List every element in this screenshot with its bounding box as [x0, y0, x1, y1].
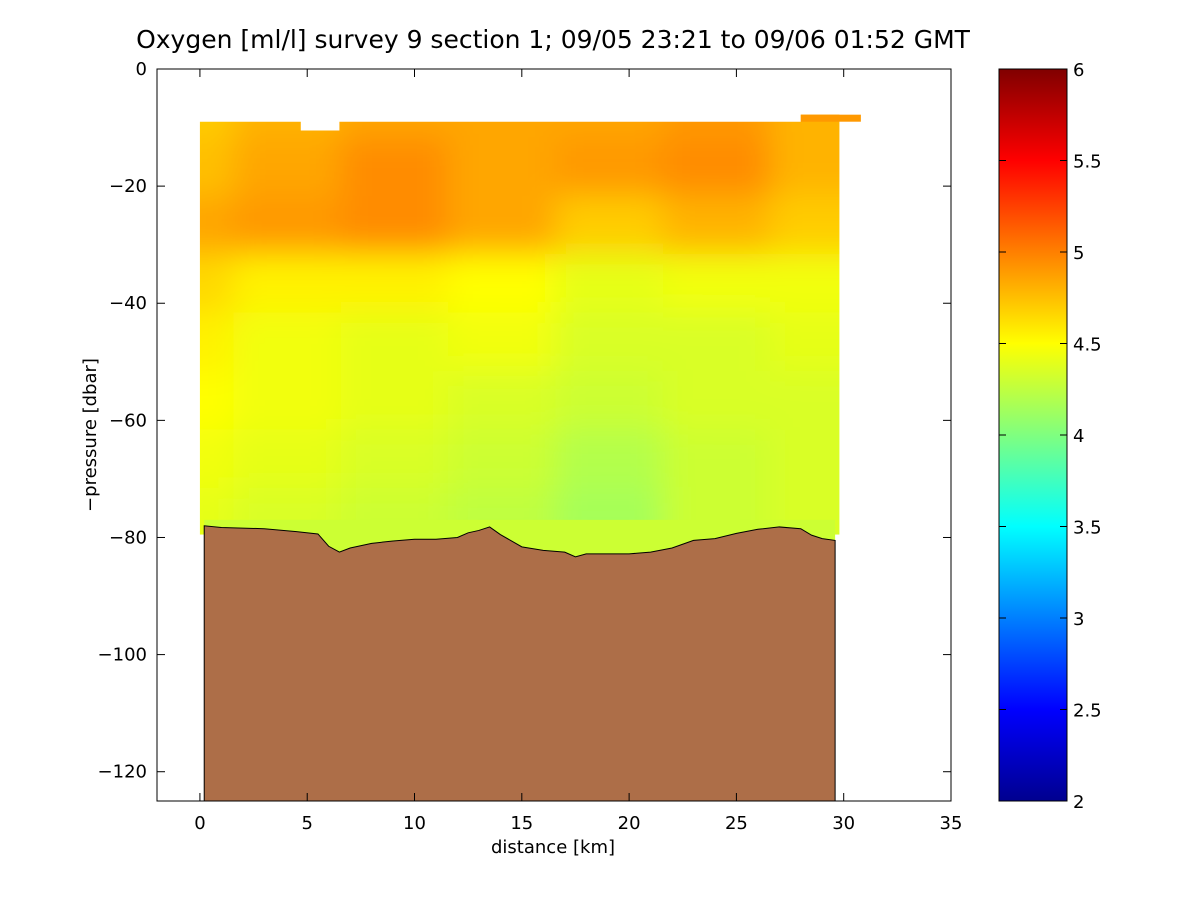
x-tick-label: 30 [832, 813, 855, 834]
x-tick-label: 35 [940, 813, 963, 834]
colorbar-gradient [998, 68, 1068, 802]
x-tick-label: 15 [510, 813, 533, 834]
y-tick-label: −60 [109, 410, 147, 431]
x-tick-label: 0 [194, 813, 205, 834]
plot-area [157, 69, 951, 801]
y-tick-label: −40 [109, 293, 147, 314]
x-tick-label: 25 [725, 813, 748, 834]
colorbar-tick-label: 3 [1073, 609, 1084, 630]
colorbar-tick-label: 5.5 [1073, 152, 1102, 173]
colorbar-tick-label: 4 [1073, 426, 1084, 447]
colorbar-tick-label: 2.5 [1073, 701, 1102, 722]
x-tick-label: 20 [618, 813, 641, 834]
x-axis: 0 5 10 15 20 25 30 35 [194, 69, 962, 834]
x-tick-label: 5 [301, 813, 312, 834]
colorbar-tick-label: 6 [1073, 60, 1084, 81]
y-tick-label: −20 [109, 176, 147, 197]
y-tick-label: 0 [136, 59, 147, 80]
y-tick-label: −100 [98, 645, 147, 666]
plot-frame [156, 68, 952, 802]
y-axis: 0 −20 −40 −60 −80 −100 −120 [98, 59, 951, 783]
y-tick-label: −80 [109, 527, 147, 548]
mask-top [157, 69, 951, 131]
data-mask [157, 69, 951, 801]
y-tick-label: −120 [98, 762, 147, 783]
chart-title: Oxygen [ml/l] survey 9 section 1; 09/05 … [136, 25, 971, 54]
near-bottom-fill [204, 519, 836, 557]
colorbar: 2 2.5 3 3.5 4 4.5 5 5.5 6 [998, 60, 1102, 813]
seafloor-bathymetry [203, 525, 836, 801]
x-axis-label: distance [km] [491, 837, 615, 858]
oxygen-field [157, 78, 918, 587]
colorbar-tick-label: 3.5 [1073, 518, 1102, 539]
colorbar-tick-label: 4.5 [1073, 335, 1102, 356]
colorbar-tick-label: 2 [1073, 792, 1084, 813]
surface-patch [800, 114, 861, 122]
colorbar-tick-label: 5 [1073, 243, 1084, 264]
y-axis-label: −pressure [dbar] [80, 358, 101, 512]
colorbar-ticks: 2 2.5 3 3.5 4 4.5 5 5.5 6 [999, 60, 1102, 813]
x-tick-label: 10 [403, 813, 426, 834]
